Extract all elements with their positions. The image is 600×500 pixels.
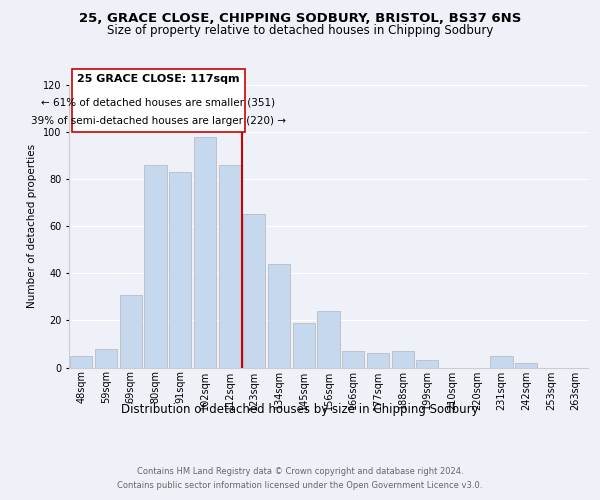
Y-axis label: Number of detached properties: Number of detached properties — [28, 144, 37, 308]
Bar — [95, 348, 117, 368]
Text: Contains HM Land Registry data © Crown copyright and database right 2024.: Contains HM Land Registry data © Crown c… — [137, 468, 463, 476]
FancyBboxPatch shape — [71, 70, 245, 132]
Text: Size of property relative to detached houses in Chipping Sodbury: Size of property relative to detached ho… — [107, 24, 493, 37]
Bar — [70, 356, 92, 368]
Bar — [342, 351, 364, 368]
Bar — [119, 294, 142, 368]
Text: 39% of semi-detached houses are larger (220) →: 39% of semi-detached houses are larger (… — [31, 116, 286, 126]
Bar — [515, 363, 538, 368]
Text: Contains public sector information licensed under the Open Government Licence v3: Contains public sector information licen… — [118, 481, 482, 490]
Bar — [268, 264, 290, 368]
Bar — [293, 323, 315, 368]
Bar — [392, 351, 414, 368]
Bar — [243, 214, 265, 368]
Text: 25 GRACE CLOSE: 117sqm: 25 GRACE CLOSE: 117sqm — [77, 74, 239, 85]
Bar — [145, 165, 167, 368]
Bar — [169, 172, 191, 368]
Bar — [367, 354, 389, 368]
Bar — [490, 356, 512, 368]
Text: ← 61% of detached houses are smaller (351): ← 61% of detached houses are smaller (35… — [41, 98, 275, 108]
Bar — [416, 360, 439, 368]
Bar — [194, 137, 216, 368]
Bar — [218, 165, 241, 368]
Text: 25, GRACE CLOSE, CHIPPING SODBURY, BRISTOL, BS37 6NS: 25, GRACE CLOSE, CHIPPING SODBURY, BRIST… — [79, 12, 521, 26]
Text: Distribution of detached houses by size in Chipping Sodbury: Distribution of detached houses by size … — [121, 402, 479, 415]
Bar — [317, 311, 340, 368]
